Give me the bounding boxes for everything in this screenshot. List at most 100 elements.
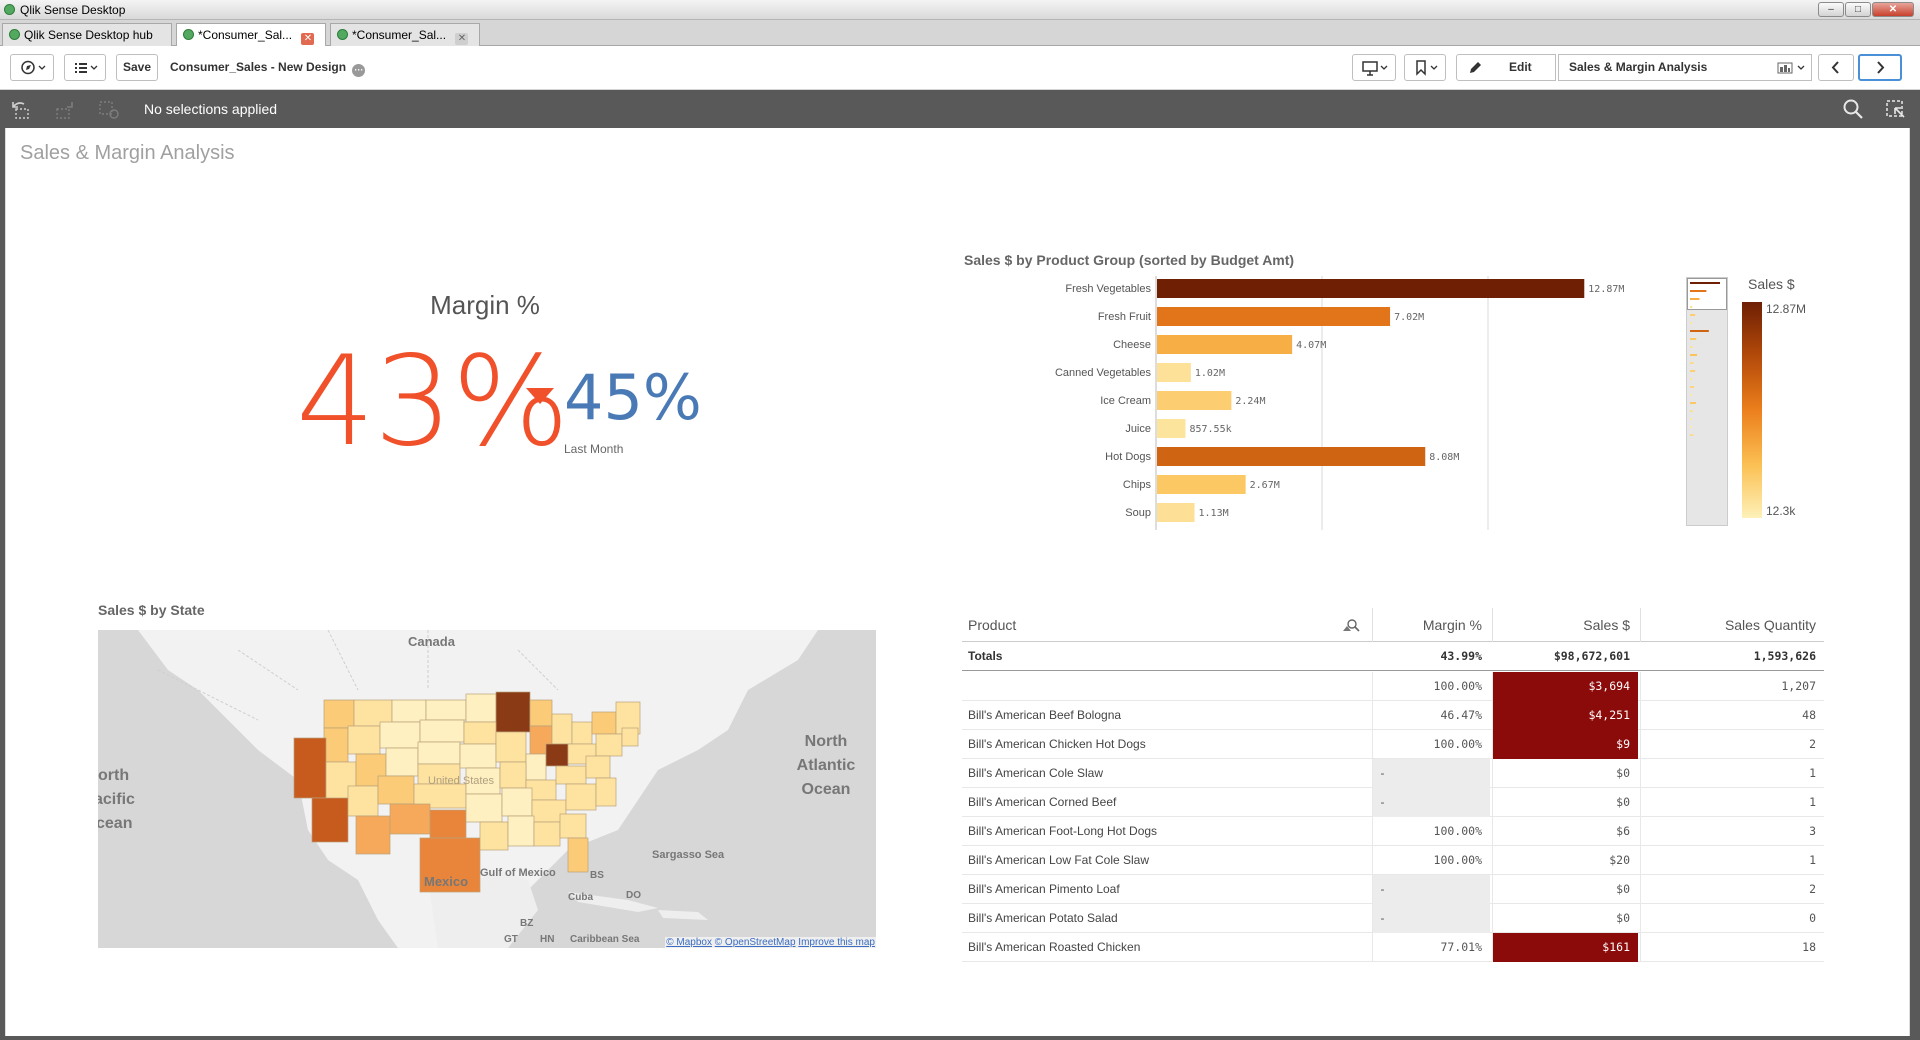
maximize-button[interactable]: □ (1845, 2, 1871, 17)
state-region[interactable] (465, 793, 503, 823)
clear-selections-icon[interactable] (96, 98, 122, 120)
more-info-icon[interactable]: ··· (352, 64, 366, 77)
state-region[interactable] (429, 809, 467, 839)
state-region[interactable] (465, 693, 497, 723)
state-region[interactable] (545, 743, 569, 767)
bar-chart-sales-by-product-group[interactable]: Sales $ by Product Group (sorted by Budg… (962, 250, 1842, 530)
state-region[interactable] (585, 755, 611, 779)
bar-chart-plot[interactable]: Fresh Vegetables 12.87M Fresh Fruit 7.02M Ch… (962, 276, 1842, 530)
cell-product[interactable] (968, 672, 1368, 701)
state-region[interactable] (311, 797, 349, 843)
state-region[interactable] (377, 775, 415, 805)
state-region[interactable] (293, 737, 327, 799)
cell-product[interactable]: Bill's American Potato Salad (968, 911, 1118, 925)
state-region[interactable] (571, 721, 593, 745)
table-row[interactable]: Bill's American Corned Beef - $0 1 (962, 788, 1824, 817)
state-region[interactable] (591, 711, 617, 735)
map-viewport[interactable]: Canada North Atlantic Ocean orth acific cean… (98, 630, 876, 948)
table-row[interactable]: Bill's American Pimento Loaf - $0 2 (962, 875, 1824, 904)
state-region[interactable] (567, 837, 589, 873)
state-region[interactable] (495, 691, 531, 733)
state-region[interactable] (419, 719, 465, 743)
cell-product[interactable]: Bill's American Foot-Long Hot Dogs (968, 824, 1158, 838)
state-region[interactable] (417, 741, 461, 765)
column-search-icon[interactable] (1346, 618, 1360, 632)
bar[interactable] (1157, 475, 1246, 494)
step-back-icon[interactable] (8, 98, 34, 120)
minimize-button[interactable]: – (1818, 2, 1844, 17)
bar[interactable] (1157, 335, 1293, 354)
close-window-button[interactable]: ✕ (1872, 2, 1914, 17)
save-button[interactable]: Save (116, 54, 158, 81)
global-menu-button[interactable] (64, 54, 106, 81)
table-row[interactable]: Bill's American Chicken Hot Dogs 100.00% $… (962, 730, 1824, 759)
bar[interactable] (1157, 391, 1232, 410)
state-region[interactable] (507, 815, 535, 847)
tab-consumer-sales-active[interactable]: *Consumer_Sal... ✕ (176, 23, 326, 47)
state-region[interactable] (459, 743, 497, 769)
sheet-selector[interactable]: Sales & Margin Analysis (1558, 54, 1812, 81)
column-header-quantity[interactable]: Sales Quantity (1640, 608, 1824, 642)
column-header-margin[interactable]: Margin % (1372, 608, 1490, 642)
state-region[interactable] (559, 813, 587, 839)
state-region[interactable] (323, 727, 349, 763)
table-row[interactable]: Bill's American Cole Slaw - $0 1 (962, 759, 1824, 788)
cell-product[interactable]: Bill's American Low Fat Cole Slaw (968, 853, 1150, 867)
state-region[interactable] (555, 765, 587, 785)
column-header-sales[interactable]: Sales $ (1492, 608, 1638, 642)
step-forward-icon[interactable] (52, 98, 78, 120)
state-region[interactable] (463, 721, 497, 745)
cell-product[interactable]: Bill's American Chicken Hot Dogs (968, 737, 1146, 751)
state-region[interactable] (389, 803, 431, 835)
tab-close-icon[interactable]: ✕ (301, 33, 315, 45)
column-header-product[interactable]: Product (968, 617, 1017, 633)
cell-product[interactable]: Bill's American Cole Slaw (968, 766, 1104, 780)
bar[interactable] (1157, 447, 1426, 466)
state-region[interactable] (525, 753, 547, 781)
state-region[interactable] (533, 821, 561, 847)
state-region[interactable] (419, 837, 481, 893)
previous-sheet-button[interactable] (1818, 54, 1854, 81)
state-region[interactable] (529, 699, 553, 727)
table-row[interactable]: Bill's American Beef Bologna 46.47% $4,251… (962, 701, 1824, 730)
bookmarks-button[interactable] (1404, 54, 1446, 81)
improve-map-link[interactable]: Improve this map (798, 937, 875, 948)
table-row[interactable]: Bill's American Potato Salad - $0 0 (962, 904, 1824, 933)
table-row[interactable]: 100.00% $3,694 1,207 (962, 672, 1824, 701)
table-row[interactable]: Bill's American Low Fat Cole Slaw 100.00%… (962, 846, 1824, 875)
cell-product[interactable]: Bill's American Beef Bologna (968, 708, 1122, 722)
navigation-menu-button[interactable] (10, 54, 54, 81)
state-region[interactable] (323, 699, 355, 729)
state-region[interactable] (379, 721, 421, 749)
next-sheet-button[interactable] (1858, 54, 1902, 81)
state-region[interactable] (621, 727, 639, 747)
mapbox-link[interactable]: © Mapbox (666, 937, 712, 948)
edit-button[interactable]: Edit (1456, 54, 1556, 81)
state-region[interactable] (551, 713, 573, 745)
table-row[interactable]: Bill's American Foot-Long Hot Dogs 100.00… (962, 817, 1824, 846)
state-region[interactable] (391, 699, 427, 723)
tab-hub[interactable]: Qlik Sense Desktop hub (2, 23, 172, 46)
selections-tool-icon[interactable] (1884, 98, 1908, 120)
state-region[interactable] (465, 767, 501, 795)
state-region[interactable] (479, 821, 509, 851)
map-sales-by-state[interactable]: Sales $ by State Canada North Atlantic Oce… (96, 602, 878, 948)
chart-minimap-scrollbar[interactable] (1686, 277, 1728, 526)
kpi-margin[interactable]: Margin % 43% 45% Last Month (290, 290, 702, 490)
bar[interactable] (1157, 307, 1391, 326)
bar[interactable] (1157, 419, 1186, 438)
state-region[interactable] (595, 733, 623, 757)
osm-link[interactable]: © OpenStreetMap (714, 937, 796, 948)
bar[interactable] (1157, 363, 1191, 382)
cell-product[interactable]: Bill's American Pimento Loaf (968, 882, 1120, 896)
state-region[interactable] (565, 783, 597, 811)
state-region[interactable] (347, 785, 379, 817)
state-region[interactable] (495, 731, 527, 763)
bar[interactable] (1157, 279, 1585, 298)
state-region[interactable] (425, 699, 467, 721)
search-icon[interactable] (1842, 98, 1864, 120)
cell-product[interactable]: Bill's American Roasted Chicken (968, 940, 1141, 954)
table-row[interactable]: Bill's American Roasted Chicken 77.01% $16… (962, 933, 1824, 962)
bar[interactable] (1157, 503, 1195, 522)
state-region[interactable] (499, 761, 527, 789)
